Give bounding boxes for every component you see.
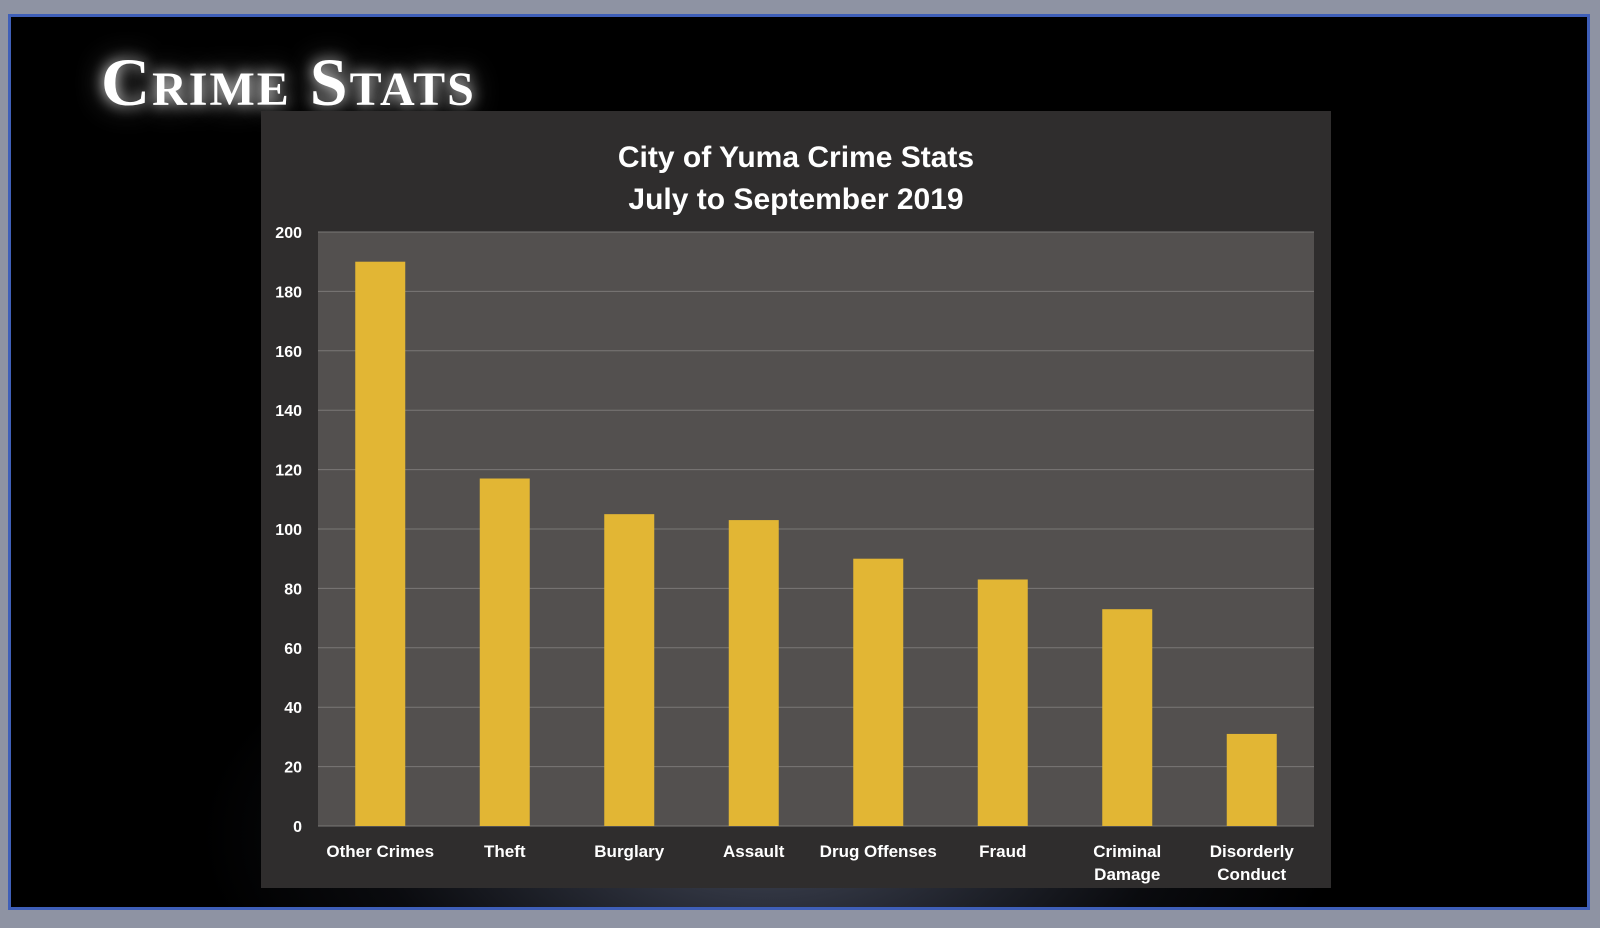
x-category-label-line: Criminal — [1093, 842, 1161, 861]
chart-panel: 0 20 40 60 80 100 120 140 160 180 200 Other Crimes… — [261, 111, 1331, 888]
y-tick-label: 140 — [275, 403, 302, 420]
x-category-label-line: Conduct — [1217, 865, 1286, 884]
x-category-label: Assault — [723, 842, 785, 861]
x-category-label: Fraud — [979, 842, 1026, 861]
y-tick-label: 80 — [284, 581, 302, 598]
bar-criminal-damage — [1102, 609, 1153, 826]
x-category-label-line: Other Crimes — [326, 842, 434, 861]
y-tick-label: 120 — [275, 463, 302, 480]
y-tick-label: 40 — [284, 700, 302, 717]
x-category-label-line: Theft — [484, 842, 526, 861]
chart-title: City of Yuma Crime Stats — [618, 141, 974, 174]
x-category-label: Disorderly Conduct — [1210, 842, 1295, 884]
bar-disorderly-conduct — [1226, 733, 1277, 826]
bar-burglary — [604, 514, 655, 826]
bar-chart: 0 20 40 60 80 100 120 140 160 180 200 Other Crimes… — [275, 141, 1314, 884]
bar-other-crimes — [355, 261, 406, 826]
y-tick-label: 100 — [275, 522, 302, 539]
y-tick-label: 200 — [275, 225, 302, 242]
x-category-label: Drug Offenses — [820, 842, 937, 861]
x-category-label: Criminal Damage — [1093, 842, 1161, 884]
bar-fraud — [977, 579, 1028, 826]
y-tick-label: 180 — [275, 284, 302, 301]
bar-theft — [479, 478, 530, 826]
bar-assault — [728, 520, 779, 826]
x-category-label-line: Disorderly — [1210, 842, 1295, 861]
chart-subtitle: July to September 2019 — [628, 183, 963, 216]
x-category-label: Burglary — [594, 842, 664, 861]
y-tick-label: 60 — [284, 641, 302, 658]
x-category-label-line: Drug Offenses — [820, 842, 937, 861]
y-tick-label: 0 — [293, 819, 302, 836]
y-tick-label: 20 — [284, 760, 302, 777]
x-category-label-line: Burglary — [594, 842, 664, 861]
x-category-label-line: Assault — [723, 842, 785, 861]
slide-frame: Crime Stats 0 20 40 60 80 100 120 140 160 180 200 … — [8, 14, 1590, 910]
x-category-label-line: Damage — [1094, 865, 1160, 884]
slide-title: Crime Stats — [101, 44, 476, 120]
y-tick-label: 160 — [275, 344, 302, 361]
bar-drug-offenses — [853, 558, 904, 826]
x-category-label: Theft — [484, 842, 526, 861]
x-category-label: Other Crimes — [326, 842, 434, 861]
x-category-label-line: Fraud — [979, 842, 1026, 861]
